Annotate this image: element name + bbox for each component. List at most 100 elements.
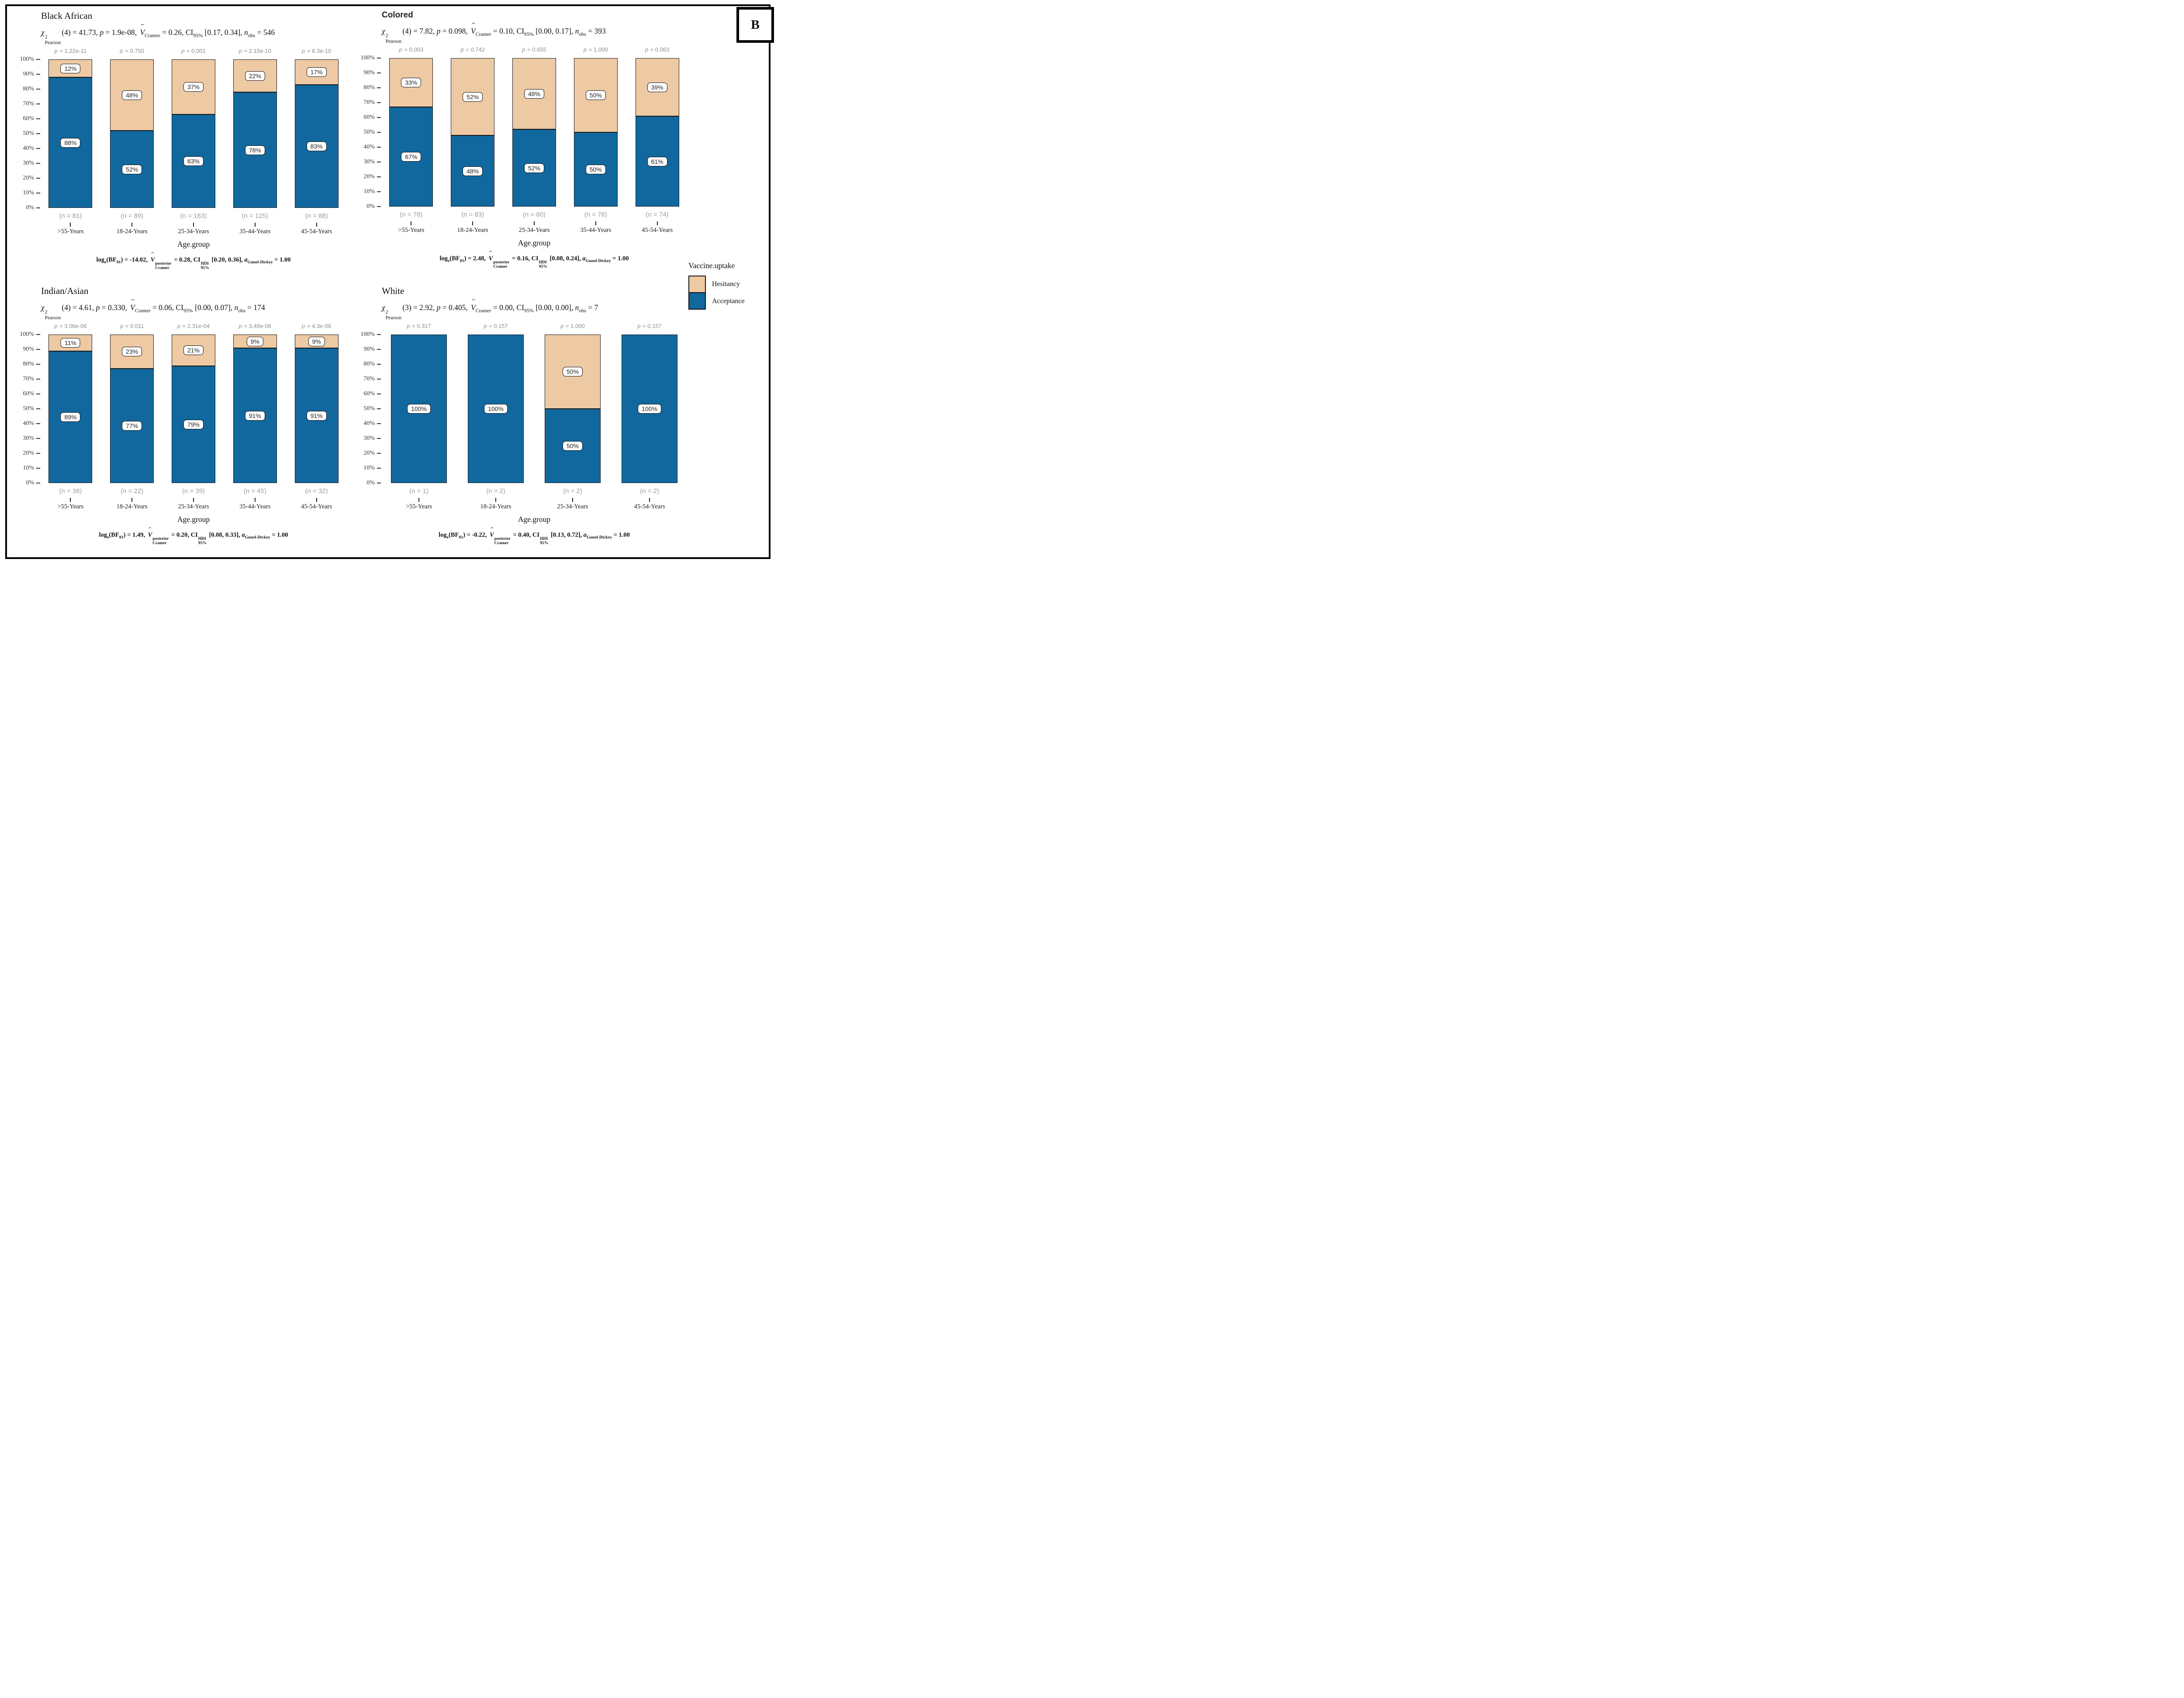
y-tick-label: 70%	[23, 100, 34, 107]
y-tick-mark	[377, 58, 381, 59]
panel-title: Indian/Asian	[41, 286, 89, 296]
y-tick-mark	[36, 89, 40, 90]
x-tick-cell	[384, 218, 439, 227]
segment-label-acceptance: 83%	[306, 142, 327, 152]
stat-p-value-label: p = 0.317	[407, 323, 431, 330]
y-tick-mark	[377, 453, 381, 454]
plot-area: p = 0.003 67% 33% p = 0.742 48% 52% p = 0.655 5…	[382, 46, 687, 207]
bar-n-label: (n = 89)	[121, 212, 144, 220]
y-tick-mark	[36, 74, 40, 75]
x-tick-labels-row: >55-Years 18-24-Years 25-34-Years 35-44-Yea…	[41, 503, 346, 511]
stacked-bar	[48, 335, 93, 483]
stat-p-value-label: p = 0.157	[637, 323, 662, 330]
y-tick-label: 10%	[363, 465, 375, 472]
stat-p-value-label: p = 1.22e-11	[54, 48, 87, 55]
stat-p-value-label: p = 0.750	[120, 48, 144, 55]
x-tick-mark	[70, 498, 71, 502]
y-axis: 100% 90% 80% 70% 60% 50% 40% 30% 20% 10% 0%	[14, 56, 41, 211]
stacked-bar	[574, 58, 618, 207]
y-tick-label: 90%	[363, 346, 375, 353]
x-tick-cell	[538, 495, 608, 503]
bar-n-label: (n = 80)	[522, 211, 546, 219]
legend-item-label: Acceptance	[712, 297, 745, 305]
stacked-bar	[294, 59, 339, 208]
y-tick-mark	[36, 163, 40, 164]
n-labels-row: (n = 1) (n = 2) (n = 2) (n = 2)	[382, 483, 687, 495]
figure-panel-label: B	[736, 7, 774, 43]
segment-label-hesitancy: 48%	[524, 89, 544, 99]
stacked-bar	[172, 335, 215, 483]
panel-title: White	[382, 286, 404, 296]
y-tick-label: 90%	[363, 69, 375, 76]
y-tick-label: 80%	[23, 86, 34, 93]
x-tick-mark	[254, 223, 256, 227]
segment-label-acceptance: 50%	[585, 165, 606, 175]
x-tick-cell	[166, 495, 221, 503]
y-tick-label: 70%	[23, 376, 34, 383]
x-tick-cell	[615, 495, 684, 503]
x-axis-area: (n = 81) (n = 89) (n = 163) (n = 125) (n = 8…	[41, 208, 346, 271]
panel-subtitle: χ 2 Pearson (4) = 4.61, p = 0.330, ˆ VCramer…	[41, 298, 265, 321]
x-tick-label: 18-24-Years	[116, 503, 148, 511]
stat-p-value-label: p = 1.000	[583, 46, 608, 53]
bar-slot: p = 3.06e-06 89% 11%	[43, 323, 98, 483]
y-tick-mark	[377, 72, 381, 74]
x-ticks-row	[41, 220, 346, 228]
x-tick-label: 45-54-Years	[301, 228, 332, 235]
bar-segment-hesitancy	[48, 335, 93, 351]
x-tick-label: >55-Years	[406, 503, 432, 511]
plot-area: p = 0.317 100% p = 0.157 100% p = 1.000 50% 50…	[382, 323, 687, 483]
bar-n-label: (n = 45)	[243, 487, 266, 495]
x-tick-cell	[228, 495, 282, 503]
stat-p-value-label: p = 0.063	[645, 46, 670, 53]
x-tick-label: 35-44-Years	[239, 228, 271, 235]
bar-n-label: (n = 88)	[305, 212, 328, 220]
bar-slot: p = 3.48e-08 91% 9%	[228, 323, 282, 483]
stat-p-value-label: p = 0.001	[181, 48, 206, 55]
stacked-bar	[545, 335, 601, 483]
y-axis: 100% 90% 80% 70% 60% 50% 40% 30% 20% 10% 0%	[355, 55, 382, 210]
x-tick-mark	[649, 498, 650, 502]
x-tick-label: 45-54-Years	[301, 503, 332, 511]
stacked-bar	[391, 335, 447, 483]
stacked-bar	[512, 58, 556, 207]
y-tick-mark	[377, 379, 381, 380]
y-tick-label: 100%	[360, 331, 375, 338]
x-tick-cell	[630, 218, 684, 227]
y-tick-mark	[377, 438, 381, 439]
y-tick-mark	[36, 438, 40, 439]
y-tick-label: 90%	[23, 346, 34, 353]
stat-p-value-label: p = 1.000	[560, 323, 585, 330]
plot-row: 100% 90% 80% 70% 60% 50% 40% 30% 20% 10% 0% p = 0.…	[355, 46, 687, 210]
stat-p-value-label: p = 3.06e-06	[54, 323, 87, 330]
x-tick-cell	[507, 218, 562, 227]
y-tick-label: 100%	[20, 56, 34, 63]
bar-slot: p = 0.001 63% 37%	[166, 48, 221, 208]
x-ticks-row	[41, 495, 346, 503]
x-axis-area: (n = 78) (n = 83) (n = 80) (n = 78) (n = 74)…	[382, 207, 687, 269]
y-tick-label: 50%	[23, 130, 34, 137]
n-labels-row: (n = 81) (n = 89) (n = 163) (n = 125) (n = 8…	[41, 208, 346, 220]
x-tick-cell	[289, 220, 344, 228]
x-tick-label: 25-34-Years	[518, 227, 550, 234]
bar-slot: p = 0.157 100%	[615, 323, 684, 483]
y-tick-label: 40%	[363, 420, 375, 427]
x-tick-cell	[43, 495, 98, 503]
stacked-bar	[233, 59, 277, 208]
segment-label-acceptance: 88%	[60, 138, 81, 148]
bar-slot: p = 2.15e-10 78% 22%	[228, 48, 282, 208]
panel-title: Black African	[41, 10, 93, 21]
x-tick-mark	[495, 498, 496, 502]
bar-slot: p = 1.22e-11 88% 12%	[43, 48, 98, 208]
segment-label-acceptance: 100%	[484, 404, 508, 414]
x-tick-mark	[131, 498, 133, 502]
y-tick-mark	[36, 364, 40, 365]
y-tick-label: 0%	[26, 204, 34, 211]
bar-n-label: (n = 22)	[121, 487, 144, 495]
segment-label-acceptance: 77%	[122, 421, 142, 431]
bar-slot: p = 0.157 100%	[461, 323, 531, 483]
bar-n-label: (n = 125)	[242, 212, 269, 220]
y-tick-label: 60%	[23, 390, 34, 397]
x-tick-label: 45-54-Years	[634, 503, 665, 511]
y-tick-mark	[377, 468, 381, 469]
